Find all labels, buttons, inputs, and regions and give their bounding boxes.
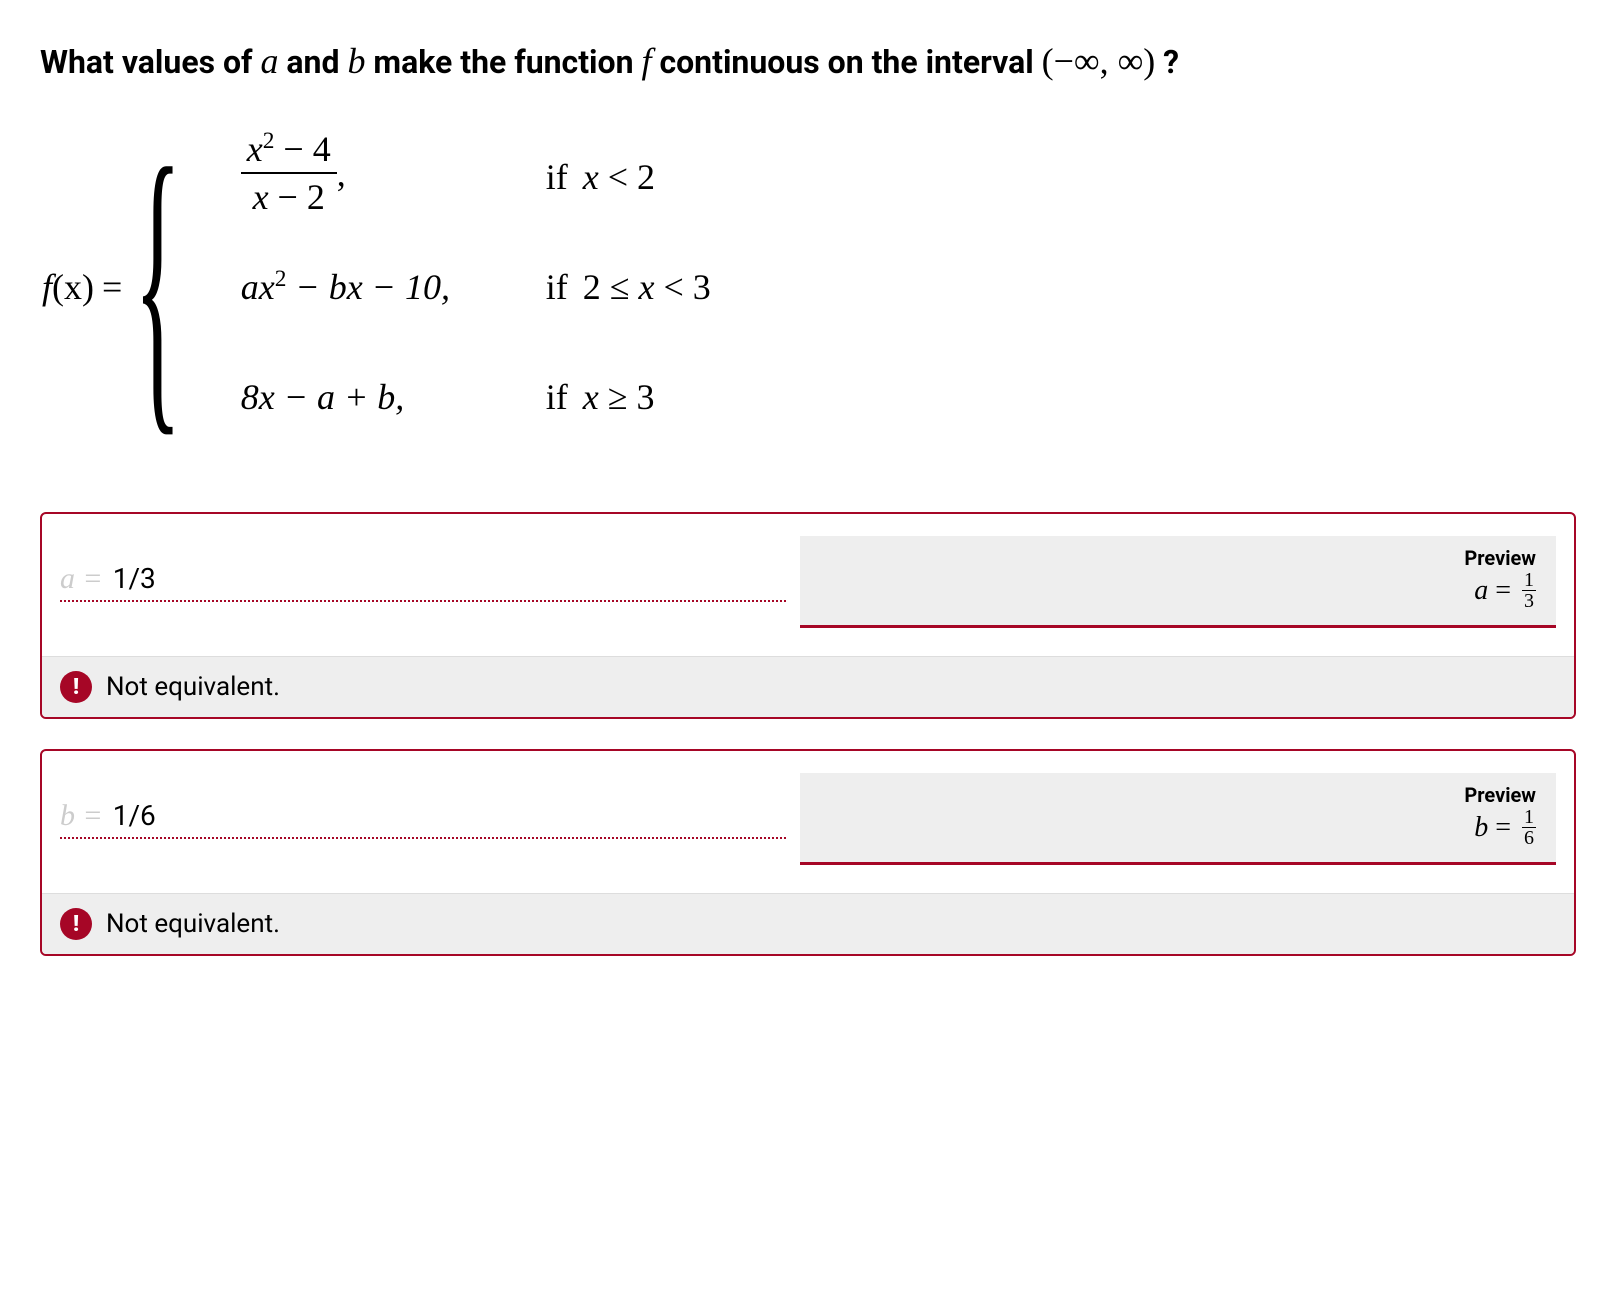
input-value: 1/3 [113,562,156,595]
case-3: 8x − a + b, if x ≥ 3 [241,342,711,452]
prompt-text: What values of [40,43,260,81]
preview-math: b = 16 [820,809,1536,850]
feedback-bar-a: ! Not equivalent. [42,656,1574,717]
preview-math: a = 13 [820,572,1536,613]
fraction: x2 − 4 x − 2 [241,128,337,218]
feedback-text: Not equivalent. [106,909,280,939]
preview-label: Preview [820,783,1536,807]
prompt-text: and [286,43,347,81]
prompt-text: continuous on the interval [659,43,1041,81]
prompt-text: make the function [373,43,641,81]
feedback-bar-b: ! Not equivalent. [42,893,1574,954]
var-a: a [260,41,278,81]
feedback-text: Not equivalent. [106,672,280,702]
lhs-x: (x) [52,267,94,307]
question-prompt: What values of a and b make the function… [40,40,1576,82]
lhs-f: f [42,267,52,307]
preview-label: Preview [820,546,1536,570]
answer-box-a: a = 1/3 Preview a = 13 ! Not equivalent. [40,512,1576,719]
answer-box-b: b = 1/6 Preview b = 16 ! Not equivalent. [40,749,1576,956]
preview-panel-b: Preview b = 16 [800,773,1556,865]
error-icon: ! [60,671,92,703]
answer-input-a[interactable]: a = 1/3 [60,562,786,602]
prompt-text: ? [1163,43,1179,81]
preview-panel-a: Preview a = 13 [800,536,1556,628]
var-f: f [641,41,651,81]
input-prefix: a = [60,562,103,596]
interval: (−∞, ∞) [1042,41,1156,81]
input-prefix: b = [60,799,103,833]
input-value: 1/6 [113,799,156,832]
piecewise-brace: { [134,170,182,397]
equals: = [102,266,122,308]
case-2: ax2 − bx − 10, if 2 ≤ x < 3 [241,232,711,342]
function-definition: f(x) = { x2 − 4 x − 2 , if x < 2 ax2 − b… [42,122,1576,452]
error-icon: ! [60,908,92,940]
case-1: x2 − 4 x − 2 , if x < 2 [241,122,711,232]
answer-input-b[interactable]: b = 1/6 [60,799,786,839]
var-b: b [347,41,365,81]
